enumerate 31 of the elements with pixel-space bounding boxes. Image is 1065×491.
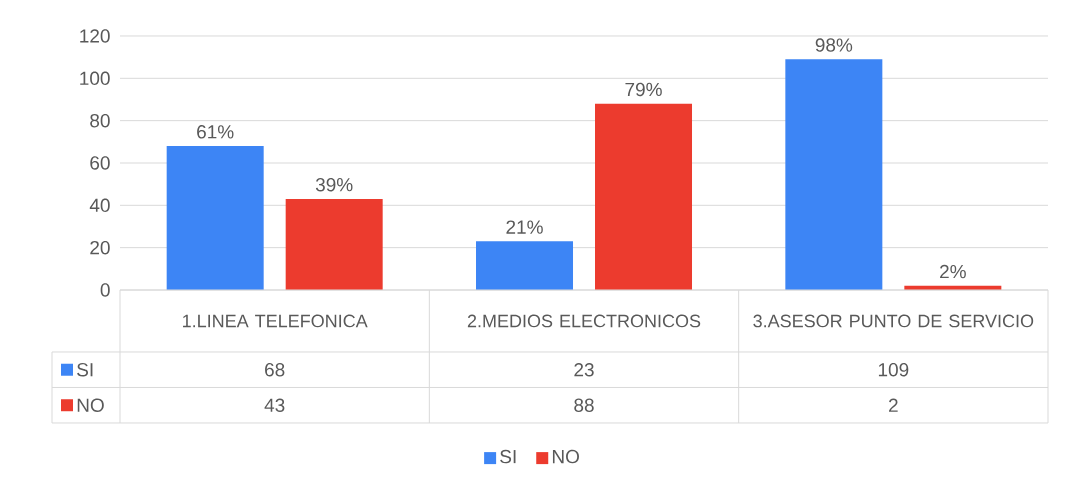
legend-label: NO xyxy=(552,449,579,464)
x-tick-label: 3.ASESOR PUNTO DE SERVICIO xyxy=(753,314,1034,328)
y-tick-label: 120 xyxy=(80,29,110,43)
annotation: 98% xyxy=(815,38,853,52)
bar xyxy=(166,146,264,290)
data-label: 88 xyxy=(574,398,594,412)
annotation: 61% xyxy=(197,125,234,139)
y-tick-label: 40 xyxy=(89,198,110,213)
bar xyxy=(285,198,383,290)
data-label: 68 xyxy=(265,363,285,377)
annotation: 21% xyxy=(506,220,543,234)
legend-label: SI xyxy=(77,363,93,377)
annotation: 79% xyxy=(625,82,662,97)
data-label: 2 xyxy=(889,398,898,412)
annotation: 39% xyxy=(315,178,353,192)
annotation: 2% xyxy=(940,264,966,279)
y-tick-label: 60 xyxy=(90,156,110,170)
data-label: 109 xyxy=(878,363,909,377)
bar xyxy=(476,241,574,290)
y-tick-label: 100 xyxy=(80,71,110,86)
text: SI xyxy=(500,449,516,464)
bar xyxy=(595,103,693,290)
data-label: 43 xyxy=(264,398,285,412)
y-tick-label: 20 xyxy=(90,240,110,255)
x-tick-label: 1.LINEA TELEFONICA xyxy=(183,314,368,328)
y-tick-label: 0 xyxy=(100,283,110,297)
bar xyxy=(785,59,883,290)
text: NO xyxy=(77,398,104,412)
y-tick-label: 80 xyxy=(90,113,110,128)
x-tick-label: 2.MEDIOS ELECTRONICOS xyxy=(467,314,701,328)
data-label: 23 xyxy=(574,363,594,377)
